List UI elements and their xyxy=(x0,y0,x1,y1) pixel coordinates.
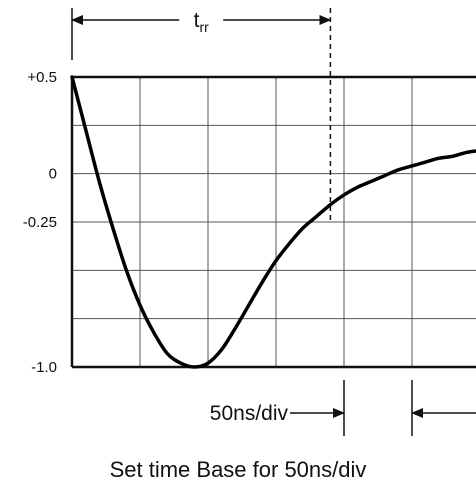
trr-annotation: trr xyxy=(71,8,332,222)
y-tick-label: -0.25 xyxy=(23,214,57,231)
figure-caption: Set time Base for 50ns/div xyxy=(110,457,367,482)
trr-label-main: t xyxy=(194,9,200,32)
y-tick-label: 0 xyxy=(49,166,57,183)
time-division-annotation: 50ns/div xyxy=(210,380,476,436)
y-tick-labels: +0.5 0 -0.25 -1.0 xyxy=(23,69,57,376)
waveform-layer xyxy=(70,75,476,369)
trr-label: trr xyxy=(194,9,210,35)
trr-label-sub: rr xyxy=(199,19,209,35)
grid xyxy=(72,77,476,367)
plot-frame xyxy=(70,75,476,369)
time-division-label: 50ns/div xyxy=(210,402,289,425)
y-tick-label: +0.5 xyxy=(27,69,57,86)
y-tick-label: -1.0 xyxy=(31,359,57,376)
waveform-curve xyxy=(70,75,476,369)
